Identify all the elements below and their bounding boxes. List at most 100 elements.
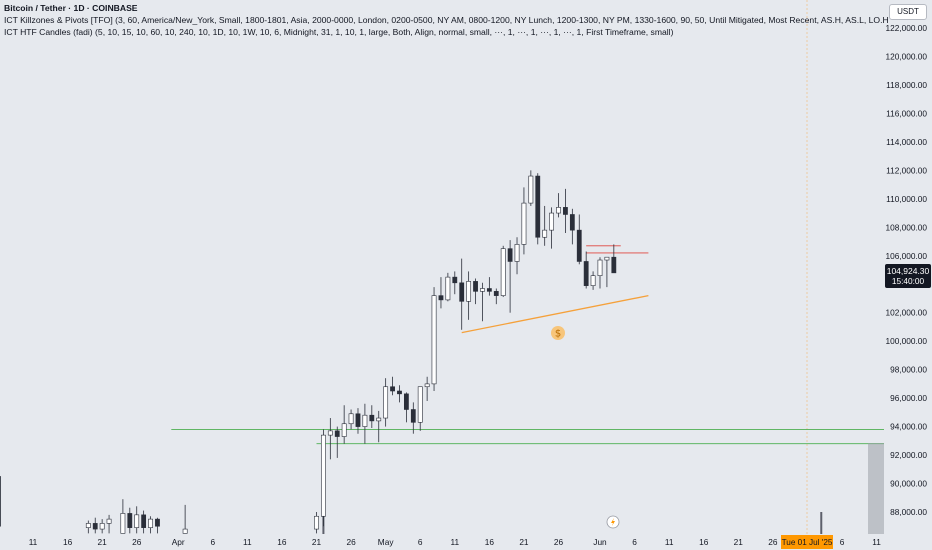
time-tick-label: 26	[132, 537, 142, 547]
candle	[417, 386, 423, 431]
levels-layer	[171, 245, 884, 445]
price-tick-label: 96,000.00	[890, 393, 927, 403]
time-tick-label: 26	[346, 537, 356, 547]
candle	[410, 402, 416, 434]
price-tick-label: 92,000.00	[890, 450, 927, 460]
svg-text:$: $	[555, 329, 561, 340]
candle	[431, 287, 437, 391]
candle	[362, 403, 368, 444]
candle	[576, 214, 582, 265]
candle	[563, 188, 568, 233]
candle-body-up	[556, 207, 561, 214]
candle	[521, 187, 527, 255]
candle	[480, 282, 485, 322]
candle	[155, 517, 160, 534]
candle-body-up	[376, 417, 382, 422]
price-range-highlight	[868, 443, 884, 534]
time-tick-label: 11	[243, 537, 252, 547]
candle-body-down	[569, 214, 575, 231]
candle-body-up	[314, 515, 319, 530]
time-tick-label: 11	[665, 537, 674, 547]
symbol-title[interactable]: Bitcoin / Tether · 1D · COINBASE	[4, 3, 138, 13]
candle-body-down	[493, 291, 499, 296]
candle	[355, 408, 361, 434]
chart-legend: Bitcoin / Tether · 1D · COINBASE ICT Kil…	[4, 2, 888, 38]
price-tick-label: 88,000.00	[890, 507, 927, 517]
candle-body-up	[466, 281, 472, 302]
candle	[535, 173, 541, 245]
candle-body-up	[120, 513, 126, 534]
candle-body-down	[583, 261, 589, 286]
candle-body-down	[334, 430, 340, 437]
time-tick-label: 26	[554, 537, 564, 547]
candle	[473, 278, 478, 305]
indicator-ict-htf-candles[interactable]: ICT HTF Candles (fadi) (5, 10, 15, 10, 6…	[4, 27, 674, 37]
candle	[141, 510, 147, 534]
candle	[424, 376, 430, 401]
candle-body-down	[507, 248, 513, 262]
candle	[314, 512, 319, 534]
price-tick-label: 108,000.00	[885, 222, 927, 232]
candle	[486, 277, 492, 296]
candle-body-up	[514, 244, 520, 262]
time-tick-label: 21	[519, 537, 529, 547]
candle-body-up	[134, 514, 140, 528]
candle-body-down	[141, 514, 147, 528]
candle	[583, 251, 589, 289]
candle-body-down	[452, 276, 458, 284]
crosshair-date-marker: Tue 01 Jul '25	[781, 535, 833, 549]
lightning-icon[interactable]	[606, 515, 620, 529]
price-tick-label: 94,000.00	[890, 422, 927, 432]
price-tick-label: 106,000.00	[885, 251, 927, 261]
candle	[182, 504, 188, 534]
price-tick-label: 118,000.00	[886, 80, 927, 90]
candle-body-up	[528, 175, 534, 204]
candle-body-down	[355, 413, 361, 427]
currency-badge[interactable]: USDT	[889, 4, 927, 20]
price-axis-ticks: 88,000.00 90,000.00 92,000.00 94,000.00 96,0…	[885, 23, 927, 517]
time-tick-label: 21	[98, 537, 108, 547]
candle-body-down	[486, 288, 492, 292]
candle-body-down	[576, 229, 582, 262]
candle	[92, 517, 98, 534]
time-tick-label: 26	[768, 537, 778, 547]
candle-body-up	[431, 295, 437, 385]
time-tick-label: 6	[632, 537, 637, 547]
candle	[148, 516, 153, 534]
candle-body-up	[327, 430, 333, 436]
candle-body-down	[403, 393, 409, 410]
price-tick-label: 116,000.00	[886, 108, 927, 118]
candle-body-down	[535, 175, 541, 238]
candle-body-up	[348, 413, 354, 425]
candle-body-up	[417, 386, 423, 423]
candle-body-down	[563, 207, 568, 215]
candle-body-down	[127, 513, 133, 528]
time-tick-label: 16	[63, 537, 73, 547]
time-axis[interactable]	[0, 534, 884, 550]
trendline[interactable]	[461, 294, 649, 334]
candle	[334, 426, 340, 458]
candle	[134, 506, 140, 534]
price-tick-label: 110,000.00	[886, 194, 927, 204]
candle	[376, 410, 382, 443]
price-tick-label: 120,000.00	[885, 51, 927, 61]
time-tick-label: 6	[840, 537, 845, 547]
candle	[0, 476, 1, 527]
candle-body-down	[473, 281, 478, 292]
money-bag-icon[interactable]: $	[551, 326, 565, 340]
candle-body-up	[424, 383, 430, 388]
candle-body-down	[0, 476, 1, 527]
candle-body-up	[99, 523, 105, 530]
indicator-ict-killzones[interactable]: ICT Killzones & Pivots [TFO] (3, 60, Ame…	[4, 15, 888, 25]
candle-body-down	[459, 282, 465, 302]
candle-body-up	[549, 212, 554, 231]
price-tick-label: 100,000.00	[885, 336, 927, 346]
trendline-layer[interactable]	[461, 294, 649, 334]
price-tick-label: 98,000.00	[890, 365, 927, 375]
last-price-marker: 104,924.30 15:40:00	[885, 264, 931, 288]
candle	[120, 499, 126, 534]
candle	[590, 271, 596, 290]
candle-body-up	[341, 423, 347, 437]
